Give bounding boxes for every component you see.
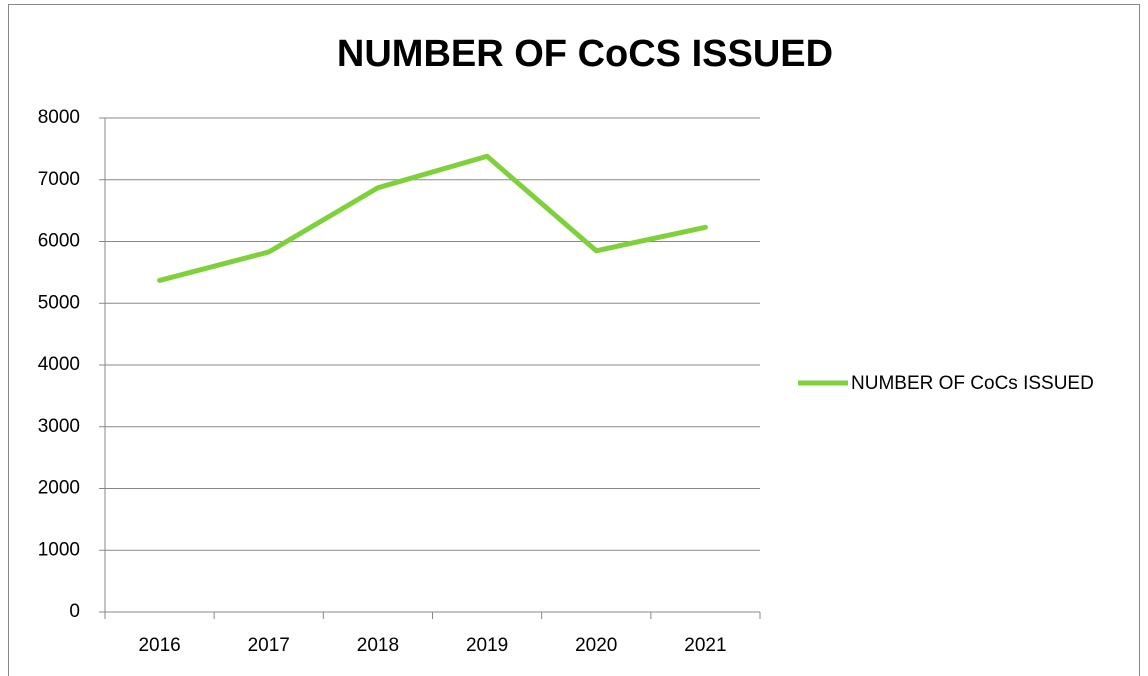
y-tick-label: 5000	[38, 292, 80, 313]
x-tick-label: 2016	[138, 635, 180, 656]
chart-frame	[8, 4, 1140, 676]
chart-title: NUMBER OF CoCS ISSUED	[337, 33, 833, 75]
x-tick-label: 2017	[248, 635, 290, 656]
x-tick-label: 2021	[684, 635, 726, 656]
y-tick-label: 1000	[38, 539, 80, 560]
y-tick-label: 2000	[38, 478, 80, 499]
legend-label: NUMBER OF CoCs ISSUED	[851, 373, 1094, 394]
y-tick-label: 0	[69, 601, 80, 622]
y-tick-label: 6000	[38, 231, 80, 252]
x-tick-label: 2020	[575, 635, 617, 656]
y-tick-label: 4000	[38, 354, 80, 375]
x-tick-label: 2018	[357, 635, 399, 656]
y-tick-label: 3000	[38, 416, 80, 437]
x-tick-label: 2019	[466, 635, 508, 656]
data-line	[157, 153, 708, 283]
y-tick-label: 7000	[38, 169, 80, 190]
y-tick-label: 8000	[38, 107, 80, 128]
